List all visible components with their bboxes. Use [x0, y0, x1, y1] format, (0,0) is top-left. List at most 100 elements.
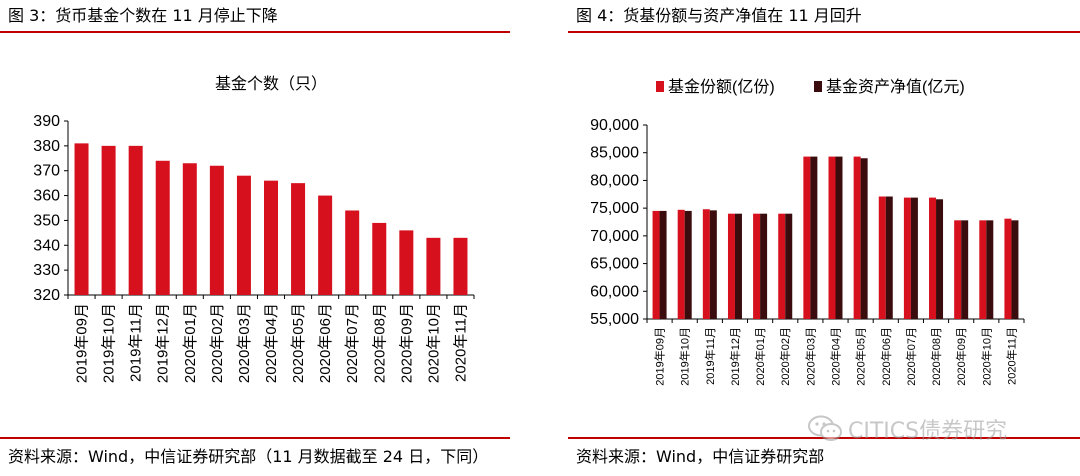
legend-label: 基金份额(亿份)	[668, 78, 775, 96]
bottom-rule	[0, 437, 510, 439]
bar	[954, 220, 962, 319]
x-tick-label: 2019年12月	[728, 327, 742, 386]
y-tick-label: 60,000	[590, 283, 639, 300]
bar	[652, 210, 660, 319]
y-tick-label: 360	[33, 188, 60, 205]
y-tick-label: 80,000	[590, 172, 639, 189]
bar	[236, 175, 251, 295]
bar	[709, 210, 717, 319]
bar	[209, 165, 224, 295]
bar	[318, 195, 333, 295]
chart-title: 基金个数（只）	[215, 75, 327, 93]
bar	[760, 213, 768, 319]
bar	[659, 210, 667, 319]
top-rule	[568, 31, 1080, 33]
y-tick-label: 55,000	[590, 311, 639, 328]
bar	[101, 145, 116, 295]
x-tick-label: 2020年11月	[452, 303, 469, 382]
top-rule	[0, 31, 510, 33]
y-tick-label: 85,000	[590, 145, 639, 162]
y-tick-label: 340	[33, 237, 60, 254]
y-tick-label: 380	[33, 138, 60, 155]
watermark-text: CITICS债券研究	[848, 419, 1008, 444]
y-tick-label: 320	[33, 287, 60, 304]
bar	[753, 213, 761, 319]
x-tick-label: 2020年09月	[398, 303, 415, 383]
y-tick-label: 390	[33, 113, 60, 130]
bar	[1011, 220, 1019, 319]
y-tick-label: 330	[33, 262, 60, 279]
y-tick-label: 70,000	[590, 228, 639, 245]
bar	[128, 145, 143, 295]
bar	[684, 210, 692, 319]
x-tick-label: 2020年05月	[290, 303, 307, 383]
bar	[835, 156, 843, 319]
bar	[155, 160, 170, 295]
x-tick-label: 2020年11月	[1004, 327, 1018, 385]
figure-3-source: 资料来源：Wind，中信证券研究部（11 月数据截至 24 日，下同）	[8, 447, 489, 466]
x-tick-label: 2020年06月	[317, 303, 334, 383]
x-tick-label: 2019年10月	[101, 303, 118, 383]
bar	[979, 220, 987, 319]
x-tick-label: 2020年09月	[954, 327, 968, 386]
x-tick-label: 2020年01月	[753, 327, 767, 386]
bar	[727, 213, 735, 319]
bar	[828, 156, 836, 319]
x-tick-label: 2020年02月	[778, 327, 792, 386]
bar	[853, 156, 861, 319]
x-tick-label: 2019年09月	[653, 327, 667, 386]
x-tick-label: 2019年12月	[155, 303, 172, 383]
y-tick-label: 90,000	[590, 117, 639, 134]
bar	[426, 237, 441, 295]
y-tick-label: 65,000	[590, 256, 639, 273]
bar	[785, 213, 793, 319]
x-tick-label: 2020年01月	[182, 303, 199, 383]
legend-swatch	[656, 81, 664, 92]
x-tick-label: 2020年07月	[344, 303, 361, 383]
bar	[677, 209, 685, 319]
x-tick-label: 2020年08月	[371, 303, 388, 383]
fund-count-chart: 基金个数（只） 390 380 370 360 350 340 330 320 2019年09月 2…	[33, 75, 475, 383]
x-tick-label: 2020年07月	[904, 327, 918, 386]
bar	[860, 158, 868, 319]
x-tick-label: 2020年04月	[263, 303, 280, 383]
bar	[74, 143, 89, 295]
bar	[910, 197, 918, 319]
x-tick-label: 2020年02月	[209, 303, 226, 383]
x-tick-label: 2020年03月	[236, 303, 253, 383]
x-tick-label: 2020年03月	[803, 327, 817, 386]
y-tick-label: 75,000	[590, 200, 639, 217]
bar	[929, 197, 937, 319]
figure-4-title: 图 4：货基份额与资产净值在 11 月回升	[576, 6, 862, 25]
bar	[453, 237, 468, 295]
share-nav-chart: 基金份额(亿份) 基金资产净值(亿元) 90,000 85,000 80,000 75,0…	[590, 78, 1025, 386]
bar	[291, 183, 306, 295]
bar	[1004, 218, 1012, 319]
x-tick-label: 2019年09月	[74, 303, 91, 383]
figure-4-source: 资料来源：Wind，中信证券研究部	[576, 447, 825, 466]
bar	[885, 196, 893, 319]
left-panel: 图 3：货币基金个数在 11 月停止下降 基金个数（只） 390 380 370 360…	[0, 0, 510, 476]
x-tick-label: 2020年05月	[854, 327, 868, 386]
x-tick-label: 2020年10月	[425, 303, 442, 383]
bar	[778, 213, 786, 319]
bar	[986, 220, 994, 319]
legend-label: 基金资产净值(亿元)	[826, 78, 965, 96]
x-tick-label: 2020年08月	[929, 327, 943, 386]
bar	[878, 196, 886, 319]
legend-swatch	[814, 81, 822, 92]
y-tick-label: 370	[33, 163, 60, 180]
bar	[903, 197, 911, 319]
bar	[936, 199, 944, 319]
x-tick-label: 2020年06月	[879, 327, 893, 386]
x-tick-label: 2019年11月	[128, 303, 145, 382]
watermark: CITICS债券研究	[808, 412, 1070, 446]
y-tick-label: 350	[33, 212, 60, 229]
x-tick-label: 2020年04月	[829, 327, 843, 386]
bar	[961, 220, 969, 319]
wechat-icon	[808, 415, 842, 441]
bar	[264, 180, 278, 295]
figure-3-title: 图 3：货币基金个数在 11 月停止下降	[8, 6, 278, 25]
bar	[702, 209, 710, 319]
bar	[399, 230, 414, 295]
